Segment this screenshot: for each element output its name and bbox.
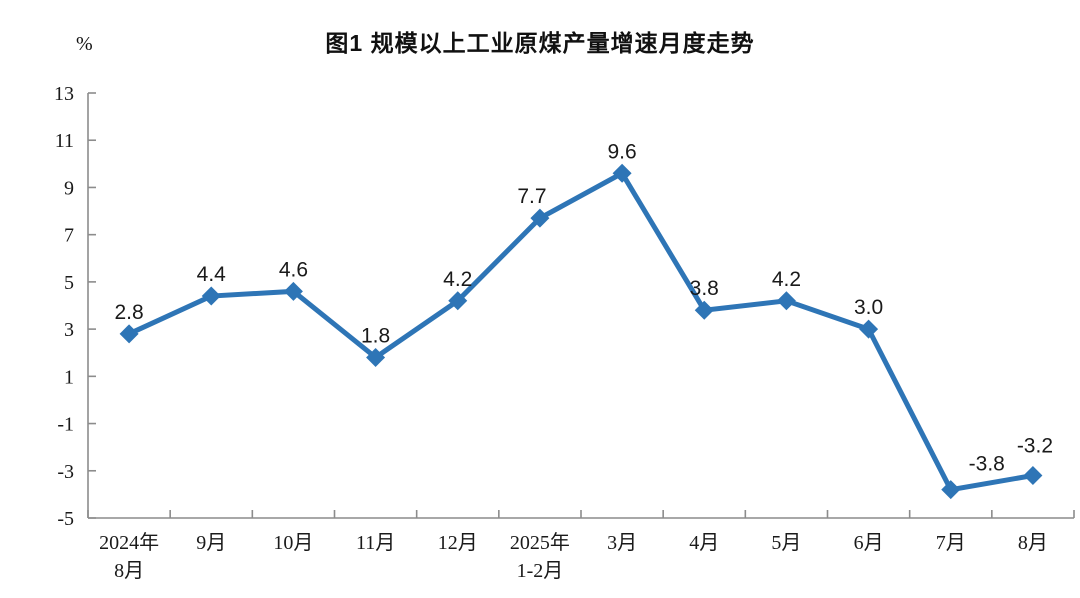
y-tick-label: 11 <box>55 130 74 152</box>
data-point-label: 3.8 <box>690 277 719 300</box>
x-category-label: 2024年 8月 <box>99 531 159 582</box>
data-point-label: -3.2 <box>1017 435 1053 458</box>
data-point-marker <box>448 291 468 311</box>
x-category-label: 5月 <box>771 532 801 554</box>
chart-title: 图1 规模以上工业原煤产量增速月度走势 <box>325 30 755 56</box>
x-category-label: 10月 <box>273 532 313 554</box>
y-tick-label: 1 <box>64 366 74 388</box>
y-tick-label: 13 <box>54 83 74 105</box>
data-point-marker <box>366 347 386 367</box>
x-category-label: 2025年 1-2月 <box>510 531 570 582</box>
y-tick-label: -5 <box>57 508 74 530</box>
data-point-label: 9.6 <box>607 140 636 163</box>
data-line <box>128 169 1034 493</box>
data-point-marker <box>859 319 879 339</box>
data-point-label: 1.8 <box>361 324 390 347</box>
y-tick-label: 9 <box>64 177 74 199</box>
data-point-marker <box>119 324 139 344</box>
x-category-label: 11月 <box>356 532 395 554</box>
data-point-marker <box>612 163 632 183</box>
data-point-marker <box>694 300 714 320</box>
x-category-label: 6月 <box>854 532 884 554</box>
data-point-label: -3.8 <box>969 453 1005 476</box>
y-tick-label: 7 <box>64 225 74 247</box>
data-point-marker <box>941 480 961 500</box>
y-axis-unit-label: % <box>76 33 93 55</box>
x-category-label: 9月 <box>196 532 226 554</box>
data-point-marker <box>201 286 221 306</box>
data-point-label: 4.4 <box>197 263 227 286</box>
y-tick-label: -1 <box>57 414 74 436</box>
data-point-marker <box>530 208 550 228</box>
data-point-label: 2.8 <box>114 301 143 324</box>
x-category-label: 3月 <box>607 532 637 554</box>
data-point-label: 3.0 <box>854 296 883 319</box>
x-category-label: 7月 <box>936 532 966 554</box>
x-category-label: 4月 <box>689 532 719 554</box>
data-point-label: 4.2 <box>772 268 801 291</box>
data-point-marker <box>1023 466 1043 485</box>
data-point-marker <box>283 281 303 301</box>
x-category-label: 12月 <box>438 532 478 554</box>
data-point-label: 4.2 <box>443 268 472 291</box>
data-point-label: 4.6 <box>279 258 308 281</box>
y-tick-label: -3 <box>57 461 74 483</box>
y-tick-label: 5 <box>64 272 74 294</box>
x-category-label: 8月 <box>1018 532 1048 554</box>
data-point-label: 7.7 <box>517 185 546 208</box>
data-point-marker <box>776 291 796 311</box>
y-tick-label: 3 <box>64 319 74 341</box>
